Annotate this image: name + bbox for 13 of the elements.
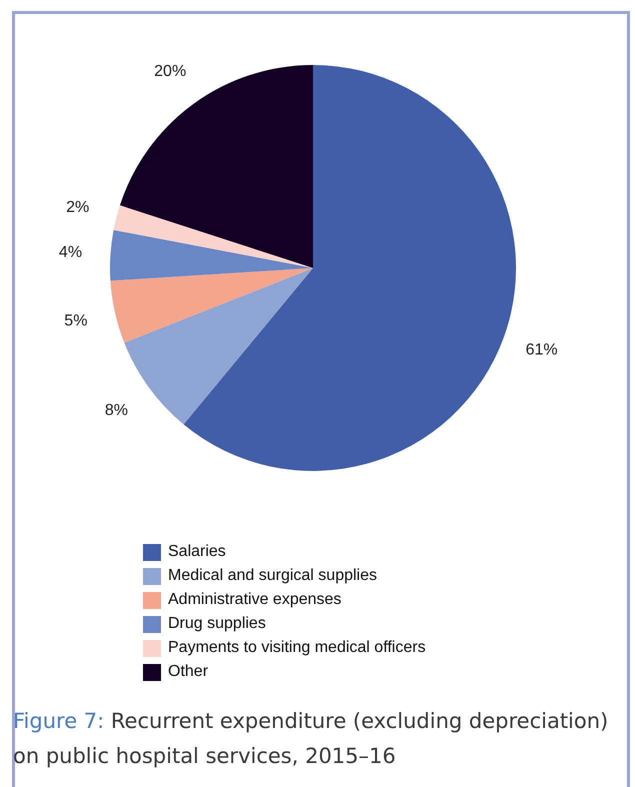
text: Figure 7: Recurrent expenditure (excluding depreciation) on public hospital services, 2015–16 xyxy=(13,709,608,768)
legend-label: Administrative expenses xyxy=(168,591,342,609)
legend-label: Drug supplies xyxy=(168,615,266,633)
data-label: 5% xyxy=(64,312,88,330)
legend-label: Medical and surgical supplies xyxy=(168,567,377,585)
legend-label: Salaries xyxy=(168,543,226,561)
legend-label: Payments to visiting medical officers xyxy=(168,639,426,657)
legend-label: Other xyxy=(168,663,208,681)
data-label: 61% xyxy=(526,342,558,359)
data-label: 20% xyxy=(154,62,186,80)
data-label: 4% xyxy=(58,244,82,262)
data-label: 2% xyxy=(66,198,90,216)
data-label: 8% xyxy=(104,402,128,420)
